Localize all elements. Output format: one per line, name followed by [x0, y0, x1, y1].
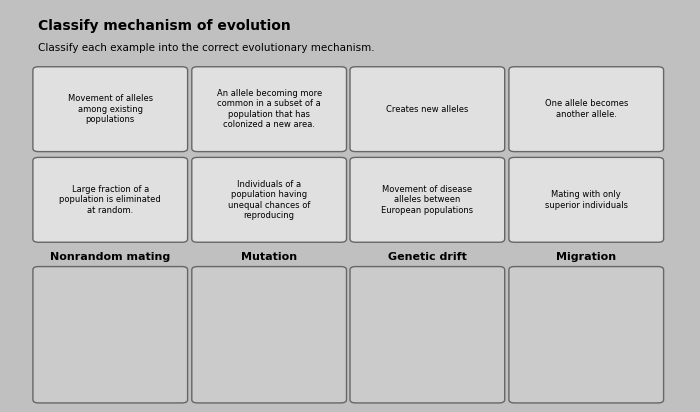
- FancyBboxPatch shape: [192, 157, 346, 242]
- FancyBboxPatch shape: [350, 267, 505, 403]
- FancyBboxPatch shape: [509, 67, 664, 152]
- FancyBboxPatch shape: [509, 157, 664, 242]
- Text: Mating with only
superior individuals: Mating with only superior individuals: [545, 190, 628, 210]
- Text: Individuals of a
population having
unequal chances of
reproducing: Individuals of a population having unequ…: [228, 180, 310, 220]
- Text: Migration: Migration: [556, 252, 616, 262]
- Text: Large fraction of a
population is eliminated
at random.: Large fraction of a population is elimin…: [60, 185, 161, 215]
- FancyBboxPatch shape: [33, 67, 188, 152]
- FancyBboxPatch shape: [350, 157, 505, 242]
- Text: Genetic drift: Genetic drift: [388, 252, 467, 262]
- Text: An allele becoming more
common in a subset of a
population that has
colonized a : An allele becoming more common in a subs…: [216, 89, 322, 129]
- Text: One allele becomes
another allele.: One allele becomes another allele.: [545, 99, 628, 119]
- Text: Classify mechanism of evolution: Classify mechanism of evolution: [38, 19, 291, 33]
- Text: Movement of alleles
among existing
populations: Movement of alleles among existing popul…: [68, 94, 153, 124]
- FancyBboxPatch shape: [192, 267, 346, 403]
- FancyBboxPatch shape: [350, 67, 505, 152]
- FancyBboxPatch shape: [33, 157, 188, 242]
- FancyBboxPatch shape: [192, 67, 346, 152]
- Text: Classify each example into the correct evolutionary mechanism.: Classify each example into the correct e…: [38, 43, 375, 53]
- Text: Mutation: Mutation: [241, 252, 298, 262]
- Text: Creates new alleles: Creates new alleles: [386, 105, 468, 114]
- FancyBboxPatch shape: [33, 267, 188, 403]
- FancyBboxPatch shape: [509, 267, 664, 403]
- Text: Nonrandom mating: Nonrandom mating: [50, 252, 170, 262]
- Text: Movement of disease
alleles between
European populations: Movement of disease alleles between Euro…: [382, 185, 473, 215]
